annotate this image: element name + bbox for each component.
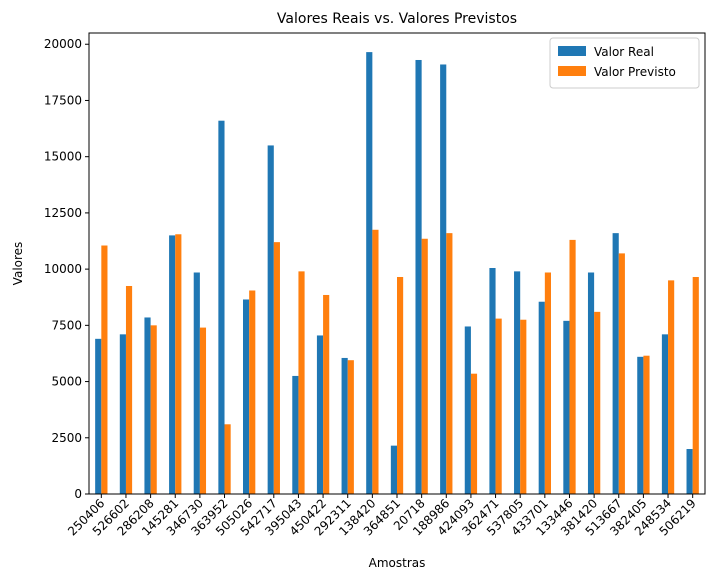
bar-real-505026 [243,299,250,494]
legend-label-previsto: Valor Previsto [594,65,676,79]
bar-previsto-362471 [495,318,502,494]
bar-real-286208 [144,317,151,494]
bar-real-381420 [587,272,595,494]
legend-swatch-real [558,46,586,56]
y-tick-label: 12500 [44,206,82,220]
bar-previsto-364851 [397,276,404,494]
bar-previsto-138420 [372,229,379,494]
bar-real-250406 [95,338,102,494]
y-tick-label: 2500 [51,431,82,445]
chart-title: Valores Reais vs. Valores Previstos [277,11,517,27]
bar-previsto-395043 [298,271,305,494]
bar-real-395043 [292,375,299,494]
bar-previsto-363952 [224,424,231,494]
bar-real-362471 [489,268,496,494]
legend: Valor Real Valor Previsto [549,37,700,89]
x-axis: 2504065266022862081452813467303639525050… [65,494,699,539]
bar-real-133446 [563,320,570,494]
bar-previsto-292311 [347,360,354,494]
y-axis-label: Valores [11,242,25,286]
y-tick-label: 15000 [44,150,82,164]
bar-previsto-450422 [323,294,330,494]
bar-real-542717 [267,145,274,494]
bar-previsto-286208 [150,325,157,494]
bar-previsto-248534 [668,280,675,494]
bar-previsto-250406 [101,245,108,494]
y-tick-label: 17500 [44,93,82,107]
bar-real-20718 [415,59,422,495]
bar-real-138420 [366,52,373,495]
bar-previsto-188986 [446,233,453,494]
bar-previsto-542717 [273,242,280,494]
bar-previsto-133446 [569,239,576,494]
legend-swatch-previsto [558,66,586,76]
bar-previsto-382405 [643,355,650,494]
y-axis: 0 2500 5000 7500 10000 12500 15000 17500 20000 [44,37,89,501]
bar-real-433701 [538,301,545,494]
bar-previsto-20718 [421,238,428,494]
bar-previsto-537805 [520,319,527,494]
bar-real-513667 [612,233,619,494]
bar-previsto-433701 [544,272,551,494]
bar-real-382405 [637,356,644,494]
bar-real-526602 [119,334,126,494]
bar-real-450422 [316,335,324,494]
plot-frame [88,32,706,495]
bar-previsto-381420 [594,311,601,494]
y-tick-label: 0 [74,487,82,501]
bar-real-292311 [341,357,348,494]
bar-previsto-424093 [470,373,478,494]
y-tick-label: 5000 [51,375,82,389]
bar-real-363952 [218,120,225,494]
bar-real-188986 [440,64,447,494]
legend-box [549,37,700,89]
bar-real-364851 [390,445,397,494]
bar-previsto-526602 [125,285,133,494]
bar-previsto-506219 [692,276,699,494]
bar-previsto-513667 [618,253,625,494]
y-tick-label: 10000 [44,262,82,276]
bar-real-424093 [464,326,471,494]
bar-real-346730 [193,272,200,494]
y-tick-label: 7500 [51,318,82,332]
bar-real-537805 [514,271,521,494]
y-tick-label: 20000 [44,37,82,51]
bars-group [95,52,699,495]
legend-label-real: Valor Real [594,45,654,59]
bar-previsto-145281 [175,234,182,494]
bar-previsto-346730 [199,327,207,494]
bar-real-506219 [686,449,693,494]
bar-real-145281 [169,235,176,494]
x-axis-label: Amostras [369,556,426,570]
bar-real-248534 [661,334,669,494]
bar-previsto-505026 [249,290,256,494]
